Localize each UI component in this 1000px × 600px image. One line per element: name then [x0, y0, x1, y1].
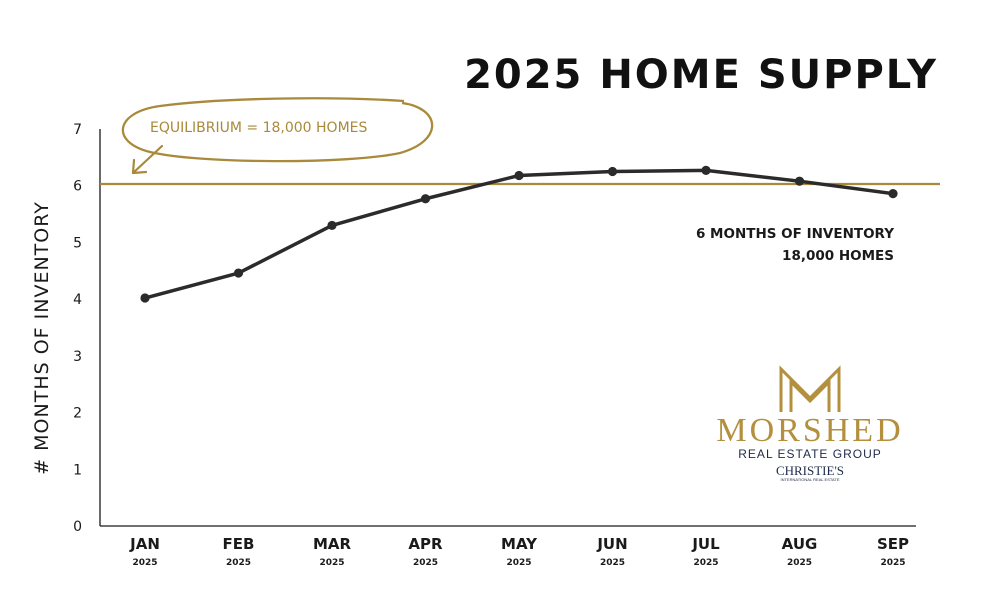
axes [99, 129, 916, 527]
chart-title: 2025 HOME SUPPLY [464, 52, 938, 98]
y-tick-label: 3 [73, 349, 82, 365]
x-tick-label: APR [408, 535, 443, 553]
x-tick-label: JUL [691, 535, 720, 553]
x-tick-sublabel: 2025 [600, 558, 625, 568]
y-tick-label: 7 [73, 122, 82, 138]
x-tick-label: MAY [501, 535, 538, 553]
y-tick-label: 4 [73, 292, 82, 308]
x-tick-sublabel: 2025 [226, 558, 251, 568]
y-tick-label: 0 [73, 519, 82, 535]
equilibrium-callout: EQUILIBRIUM = 18,000 HOMES [121, 97, 434, 175]
x-tick-label: JUN [596, 535, 627, 553]
x-tick-label: MAR [313, 535, 352, 553]
data-point [327, 220, 337, 231]
data-points [140, 165, 898, 303]
x-tick-sublabel: 2025 [787, 558, 812, 568]
y-tick-label: 5 [73, 235, 82, 251]
x-tick-label: SEP [877, 535, 909, 553]
callout-ellipse [121, 97, 434, 163]
x-tick-labels: JAN 2025 FEB 2025 MAR 2025 APR 2025 MAY 2025 JUN 20… [129, 535, 909, 568]
y-axis-label: # MONTHS OF INVENTORY [31, 201, 53, 475]
data-point [701, 165, 711, 176]
y-tick-label: 6 [73, 179, 82, 195]
annotation-line-1: 6 MONTHS OF INVENTORY [696, 226, 894, 242]
x-tick-sublabel: 2025 [319, 558, 344, 568]
x-tick-sublabel: 2025 [693, 558, 718, 568]
data-point [888, 189, 898, 199]
x-tick-label: AUG [782, 535, 818, 553]
data-point [607, 166, 618, 177]
morshed-logo: MORSHED REAL ESTATE GROUP CHRISTIE'S INT… [716, 365, 903, 482]
data-point [420, 194, 431, 204]
x-tick-label: JAN [129, 535, 160, 553]
x-tick-sublabel: 2025 [132, 558, 157, 568]
data-point [233, 268, 244, 278]
data-point [794, 176, 805, 186]
y-tick-label: 2 [73, 406, 82, 422]
equilibrium-label: EQUILIBRIUM = 18,000 HOMES [150, 120, 367, 136]
x-tick-sublabel: 2025 [880, 558, 905, 568]
logo-brand: CHRISTIE'S [776, 463, 844, 478]
data-point [140, 293, 150, 303]
x-tick-sublabel: 2025 [413, 558, 438, 568]
logo-name: MORSHED [716, 412, 903, 449]
annotation-line-2: 18,000 HOMES [782, 248, 894, 264]
x-tick-label: FEB [223, 535, 255, 553]
callout-arrow [131, 144, 164, 175]
logo-subtitle: REAL ESTATE GROUP [738, 447, 881, 461]
logo-brand-sub: INTERNATIONAL REAL ESTATE [780, 477, 839, 482]
y-tick-label: 1 [73, 462, 82, 478]
y-tick-labels: 0 1 2 3 4 5 6 7 [73, 122, 82, 535]
x-tick-sublabel: 2025 [506, 558, 531, 568]
data-point [514, 170, 524, 181]
logo-mark-icon [779, 365, 841, 412]
